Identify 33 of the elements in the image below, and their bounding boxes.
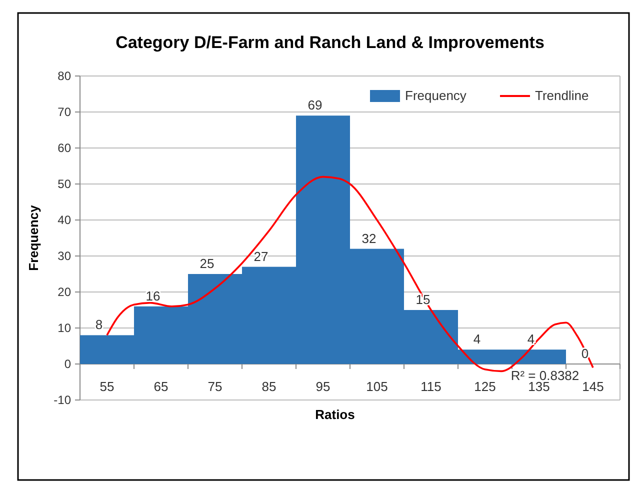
y-tick-label: 40 [58,213,72,227]
x-tick-label: 95 [316,379,330,394]
data-label: 16 [146,288,160,304]
data-label: 8 [95,317,103,332]
y-tick-label: -10 [54,393,72,407]
legend-label: Frequency [405,88,467,103]
data-label: 25 [200,256,214,271]
x-tick-label: 105 [366,379,388,394]
data-label: 27 [254,248,268,264]
y-tick-label: 20 [58,285,72,299]
y-tick-label: 10 [58,321,72,335]
y-tick-label: 30 [58,249,72,263]
x-tick-label: 115 [420,379,442,394]
y-axis-title: Frequency [26,204,41,271]
data-label: 4 [527,332,535,347]
y-tick-label: 70 [58,105,72,119]
line-series [106,176,594,372]
x-tick-label: 145 [582,379,604,394]
y-tick-label: 80 [58,69,72,83]
y-tick-label: 60 [58,141,72,155]
y-tick-label: 50 [58,177,72,191]
legend-label: Trendline [535,88,589,103]
data-label: 32 [362,230,376,246]
x-tick-label: 65 [154,379,168,394]
x-tick-label: 75 [208,379,222,394]
data-label: 4 [473,332,481,347]
x-axis-title: Ratios [315,407,355,422]
data-label: 69 [308,98,322,113]
chart-title: Category D/E-Farm and Ranch Land & Improvements [116,33,544,52]
x-tick-label: 125 [474,379,496,394]
x-tick-label: 55 [100,379,114,394]
y-tick-label: 0 [64,357,72,371]
x-tick-label: 85 [262,379,276,394]
